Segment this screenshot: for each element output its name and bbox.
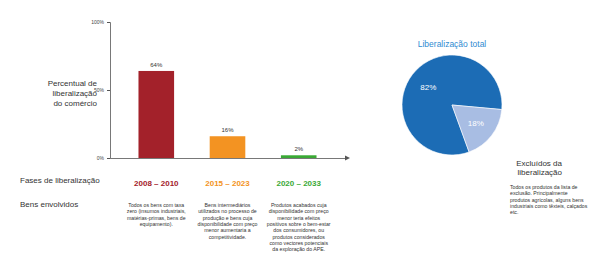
- tick-mark: [107, 22, 110, 23]
- description: Produtos acabados cujadisponibilidade co…: [267, 202, 331, 252]
- text-line: produção e bens cuja: [203, 215, 253, 221]
- slice: [452, 105, 502, 152]
- data-label: 16%: [221, 127, 234, 133]
- text-line: dos consumidores, ou: [273, 227, 324, 233]
- text-line: exclusão. Principalmente: [510, 190, 568, 196]
- text-line: Bens intermediários: [205, 202, 251, 208]
- axis-line: [107, 23, 111, 159]
- row-label: Bens envolvidos: [20, 200, 78, 209]
- tick: 0%: [97, 155, 110, 161]
- text-line: como vectores potenciais: [269, 240, 328, 246]
- tick: 100%: [91, 19, 110, 25]
- chart-title: Liberalização total: [418, 39, 487, 49]
- text-line: zero (insumos industriais,: [127, 208, 186, 214]
- text-line: Todos os produtos da lista de: [510, 184, 578, 190]
- description: Todos os produtos da lista deexclusão. P…: [510, 184, 588, 215]
- y-axis-title: Percentual deliberalizaçãodo comércio: [48, 79, 98, 108]
- text-line: industriais como têxteis, calçados: [510, 203, 588, 209]
- axis-line: [111, 158, 346, 159]
- text-line: equipamento).: [140, 221, 173, 227]
- text-line: Produtos acabados cuja: [271, 202, 327, 208]
- description: Bens intermediáriosutilizados no process…: [198, 202, 258, 240]
- x-axis-title: Fases de liberalização: [20, 176, 100, 185]
- text-line: da exploração do APE.: [272, 246, 325, 252]
- text-line: Excluídos da: [516, 159, 562, 168]
- text-line: liberalização: [53, 89, 98, 98]
- pie-chart: Liberalização total 82% 18% Excluídos dalib…: [402, 39, 588, 215]
- bar-chart: 0%50%100%2008 – 20102015 – 20232020 – 20…: [20, 19, 350, 252]
- text-line: Todos os bens com taxa: [128, 202, 184, 208]
- slices: [402, 55, 502, 155]
- tick: 2008 – 2010: [134, 179, 179, 188]
- tick-label: 100%: [91, 19, 104, 25]
- data-labels: 82% 18%: [420, 83, 484, 129]
- text-line: menor aumentaria a: [204, 227, 251, 233]
- text-line: do comércio: [53, 99, 97, 108]
- tick: 2020 – 2033: [276, 179, 321, 188]
- tick-mark: [107, 90, 110, 91]
- category-label: Excluídos daliberalização: [516, 159, 562, 177]
- text-line: utilizados no processo de: [198, 208, 257, 214]
- data-label: 18%: [468, 119, 484, 128]
- text-line: disponibilidade com preço: [269, 208, 329, 214]
- tick-mark: [107, 158, 110, 159]
- slice: [402, 55, 502, 155]
- text-line: menor teria efeitos: [277, 215, 320, 221]
- data-label: 2%: [294, 146, 303, 152]
- tick: 2015 – 2023: [205, 179, 250, 188]
- text-line: produtos agrícolas, alguns bens: [510, 197, 584, 203]
- text-line: produtos considerados: [272, 234, 325, 240]
- text-line: liberalização: [518, 168, 563, 177]
- data-label: 82%: [420, 83, 436, 92]
- text-line: etc.: [510, 209, 518, 215]
- tick-label: 2008 – 2010: [134, 179, 179, 188]
- bars: [138, 71, 316, 158]
- text-line: Percentual de: [48, 79, 98, 88]
- text-line: disponibilidade com preço: [198, 221, 258, 227]
- text-line: competitividade.: [209, 234, 247, 240]
- bar: [281, 155, 317, 158]
- bar: [138, 71, 174, 158]
- tick-label: 2015 – 2023: [205, 179, 250, 188]
- x-axis: 2008 – 2010 2015 – 2023 2020 – 2033: [111, 159, 346, 188]
- canvas: 0%50%100%2008 – 20102015 – 20232020 – 20…: [0, 0, 600, 271]
- text-line: matérias-primas, bens de: [127, 215, 186, 221]
- tick-label: 2020 – 2033: [276, 179, 321, 188]
- bar: [210, 136, 246, 158]
- tick-label: 0%: [97, 155, 105, 161]
- data-label: 64%: [150, 62, 163, 68]
- description: Todos os bens com taxazero (insumos indu…: [127, 202, 186, 227]
- data-labels: 64% 16% 2%: [150, 62, 303, 152]
- text-line: positivos sobre o bem-estar: [267, 221, 331, 227]
- axis-arrow: [345, 156, 350, 161]
